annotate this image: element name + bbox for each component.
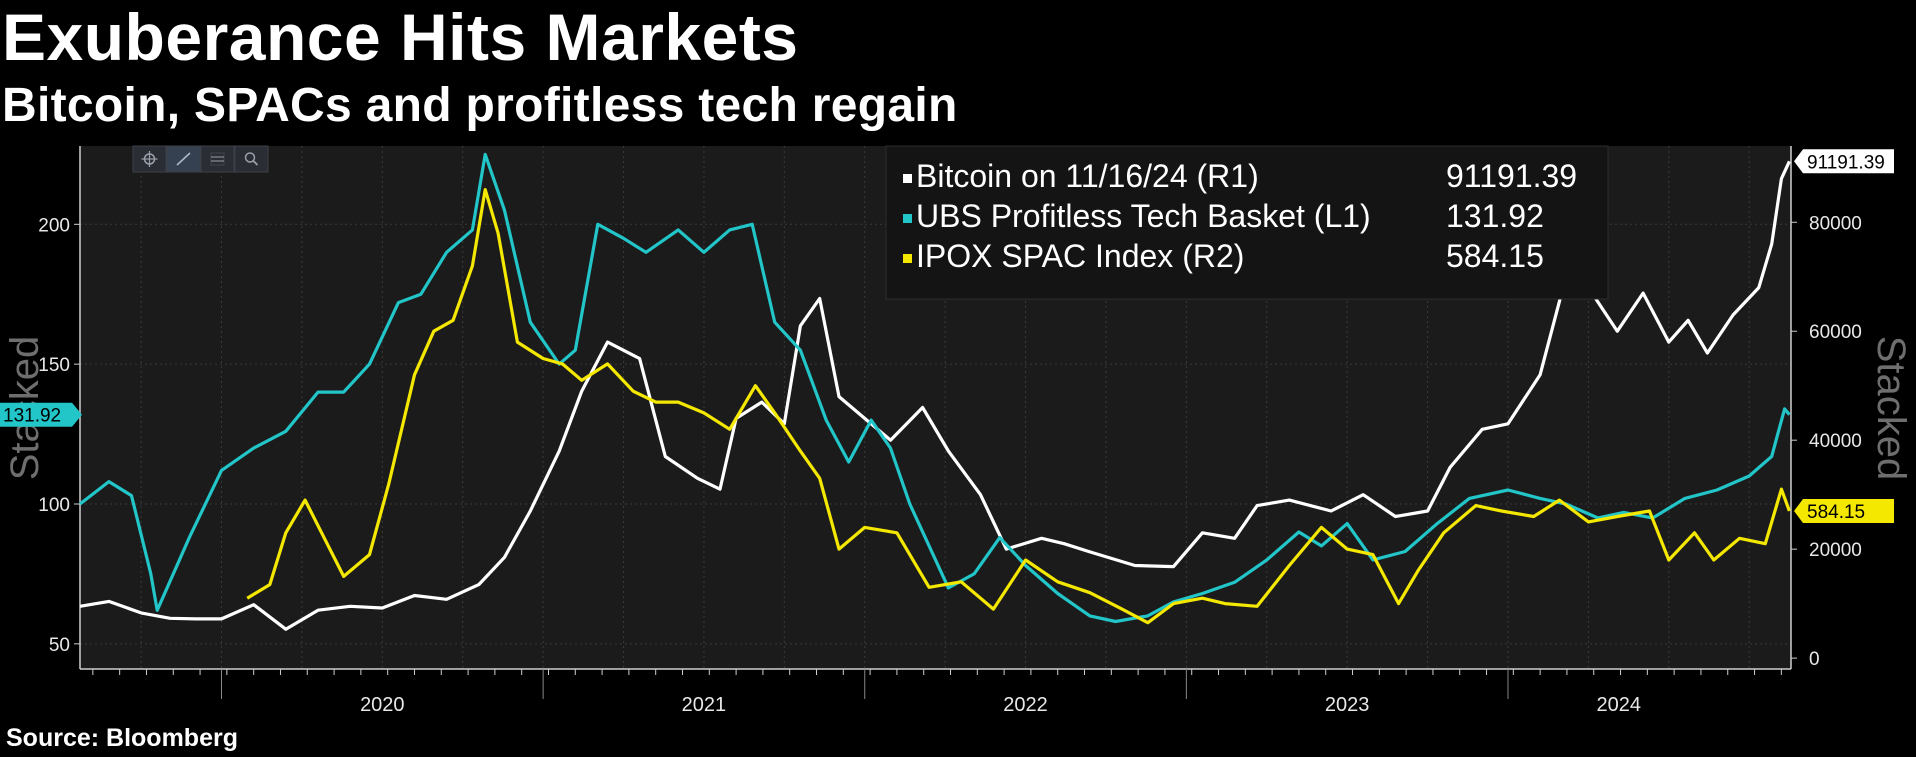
chart-toolbar xyxy=(132,145,269,173)
series-line-ipox-spac-index xyxy=(246,188,1791,625)
legend-value: 91191.39 xyxy=(1446,158,1577,194)
legend: Bitcoin on 11/16/24 (R1) 91191.39 UBS Prof… xyxy=(885,145,1609,300)
value-tag-bg xyxy=(1794,149,1894,174)
x-tick-label: 2020 xyxy=(360,694,405,715)
right-tick-label: 40000 xyxy=(1809,431,1862,452)
legend-label: IPOX SPAC Index (R2) xyxy=(916,238,1244,274)
legend-value: 584.15 xyxy=(1446,238,1544,274)
value-tag-text: 91191.39 xyxy=(1807,152,1885,173)
value-tag-text: 584.15 xyxy=(1807,502,1865,523)
right-tick-label: 0 xyxy=(1809,649,1820,670)
right-tick-label: 80000 xyxy=(1809,213,1862,234)
value-tag-bg xyxy=(0,402,82,427)
left-tick-label: 100 xyxy=(38,495,70,516)
series-line-ubs-profitless-tech-basket xyxy=(79,152,1791,624)
right-tick-label: 20000 xyxy=(1809,540,1862,561)
legend-swatch xyxy=(903,214,912,223)
legend-label: UBS Profitless Tech Basket (L1) xyxy=(916,198,1371,234)
chart[interactable]: 50100150200020000400006000080000StackedS… xyxy=(0,0,1916,715)
crosshair-icon[interactable] xyxy=(132,145,167,173)
axes: 50100150200020000400006000080000StackedS… xyxy=(3,146,1913,715)
legend-swatch xyxy=(903,174,912,183)
left-tick-label: 200 xyxy=(38,215,70,236)
left-tick-label: 150 xyxy=(38,355,70,376)
legend-value: 131.92 xyxy=(1446,198,1544,234)
value-tag-text: 131.92 xyxy=(3,406,61,427)
right-tick-label: 60000 xyxy=(1809,322,1862,343)
right-axis-label: Stacked xyxy=(1869,336,1913,481)
legend-box xyxy=(885,145,1609,300)
zoom-icon[interactable] xyxy=(234,145,269,173)
legend-label: Bitcoin on 11/16/24 (R1) xyxy=(916,158,1259,194)
left-tick-label: 50 xyxy=(49,635,70,656)
x-tick-label: 2022 xyxy=(1003,694,1048,715)
x-tick-label: 2023 xyxy=(1325,694,1370,715)
value-tag-bg xyxy=(1794,499,1894,524)
grid xyxy=(80,146,1791,669)
value-tags: 91191.39 131.92 584.15 xyxy=(0,149,1894,524)
legend-swatch xyxy=(903,254,912,263)
draw-line-icon[interactable] xyxy=(166,145,201,173)
source-note: Source: Bloomberg xyxy=(6,724,238,752)
chart-title: Exuberance Hits Markets xyxy=(2,0,799,74)
x-tick-label: 2024 xyxy=(1597,694,1642,715)
table-icon[interactable] xyxy=(200,145,235,173)
x-tick-label: 2021 xyxy=(682,694,727,715)
chart-subtitle: Bitcoin, SPACs and profitless tech regai… xyxy=(2,79,958,132)
